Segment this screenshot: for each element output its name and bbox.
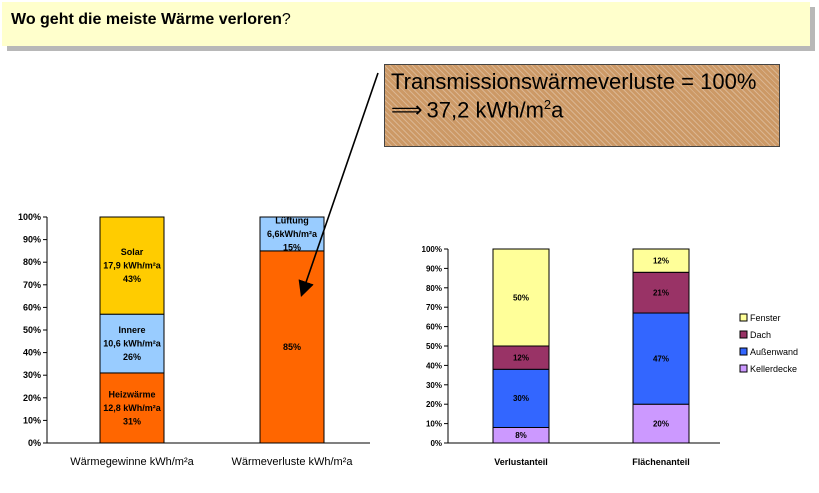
y-tick-label: 70% (426, 303, 442, 312)
data-label: Innere (118, 325, 145, 335)
bar-segment (492, 248, 550, 347)
y-tick-label: 80% (426, 284, 442, 293)
y-tick-label: 100% (422, 245, 442, 254)
data-label: 15% (283, 243, 301, 253)
y-tick-label: 60% (23, 302, 41, 312)
data-label: 85% (283, 342, 301, 352)
page-title: Wo geht die meiste Wärme verloren? (11, 11, 291, 28)
bar-segment (632, 248, 690, 273)
legend-swatch (739, 313, 748, 322)
legend-swatch (739, 347, 748, 356)
y-tick-label: 30% (426, 381, 442, 390)
bar-segment (99, 313, 165, 374)
data-label: 17,9 kWh/m²a (103, 261, 162, 271)
data-label: 30% (513, 394, 529, 403)
y-tick-label: 90% (23, 235, 41, 245)
data-label: 12% (653, 256, 669, 265)
bar-segment (632, 403, 690, 444)
data-label: 26% (123, 352, 141, 362)
title-bar: Wo geht die meiste Wärme verloren? (2, 2, 810, 46)
y-tick-label: 0% (28, 438, 41, 448)
legend-swatch (739, 364, 748, 373)
y-tick-label: 80% (23, 257, 41, 267)
y-tick-label: 10% (426, 420, 442, 429)
data-label: 47% (653, 354, 669, 363)
x-category-label: Flächenanteil (632, 457, 690, 467)
data-label: 50% (513, 293, 529, 302)
bar-segment (99, 216, 165, 315)
x-category-label: Wärmegewinne kWh/m²a (70, 456, 194, 468)
chart-loss-share: 0% 10% 20% 30% 40% 50% 60% 70% 80% 90% 100% Verlust… (422, 245, 799, 467)
data-label: Solar (121, 247, 144, 257)
y-tick-label: 60% (426, 323, 442, 332)
legend-label: Außenwand (750, 347, 798, 357)
y-tick-label: 10% (23, 415, 41, 425)
legend: Fenster Dach Außenwand Kellerdecke (739, 313, 798, 374)
data-label: 20% (653, 419, 669, 428)
callout-line2: ⟹ 37,2 kWh/m2a (391, 97, 564, 123)
data-label: 21% (653, 288, 669, 297)
data-label: 12% (513, 353, 529, 362)
data-label: 6,6kWh/m²a (267, 229, 318, 239)
legend-label: Kellerdecke (750, 364, 797, 374)
implies-arrow-icon: ⟹ (391, 97, 423, 123)
y-tick-label: 20% (426, 400, 442, 409)
x-category-label: Verlustanteil (494, 457, 548, 467)
bar-segment (99, 372, 165, 444)
y-tick-label: 40% (23, 348, 41, 358)
data-label: 12,8 kWh/m²a (103, 403, 162, 413)
callout-box: Transmissionswärmeverluste = 100% ⟹ 37,2 … (384, 64, 780, 147)
y-tick-label: 20% (23, 393, 41, 403)
x-category-label: Wärmeverluste kWh/m²a (231, 456, 353, 468)
data-label: Lüftung (275, 216, 308, 226)
y-tick-label: 90% (426, 264, 442, 273)
data-label: 31% (123, 417, 141, 427)
y-tick-label: 100% (18, 212, 41, 222)
y-tick-label: 50% (426, 342, 442, 351)
legend-label: Dach (750, 330, 771, 340)
y-tick-label: 0% (430, 439, 442, 448)
y-tick-label: 50% (23, 325, 41, 335)
bar-segment (259, 216, 325, 252)
callout-pointer-arrow (298, 72, 379, 298)
data-label: Heizwärme (108, 390, 155, 400)
bar-segment (632, 312, 690, 405)
y-tick-label: 30% (23, 370, 41, 380)
bar-segment (492, 368, 550, 428)
legend-swatch (739, 330, 748, 339)
y-tick-label: 40% (426, 361, 442, 370)
data-label: 43% (123, 274, 141, 284)
data-label: 8% (515, 431, 527, 440)
callout-line1: Transmissionswärmeverluste = 100% (391, 69, 757, 94)
legend-label: Fenster (750, 313, 781, 323)
data-label: 10,6 kWh/m²a (103, 339, 162, 349)
chart-gains-losses: 0% 10% 20% 30% 40% 50% 60% 70% 80% 90% 100% Wärmege… (18, 212, 370, 468)
y-tick-label: 70% (23, 280, 41, 290)
